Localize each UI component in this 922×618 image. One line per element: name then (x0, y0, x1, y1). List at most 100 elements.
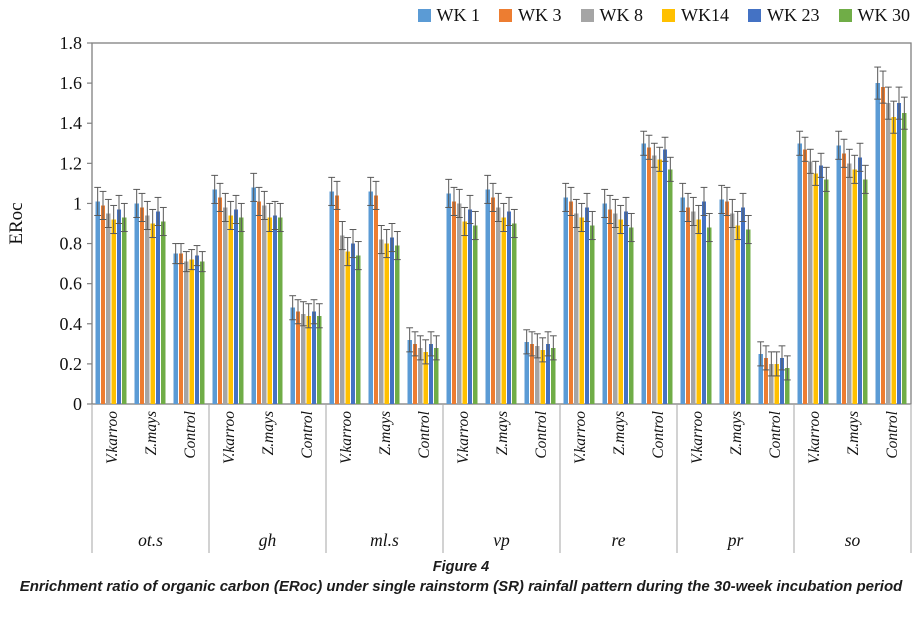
bar-wk8 (652, 155, 657, 404)
category-label: Control (416, 411, 433, 459)
bar-wk30 (161, 221, 166, 404)
error-bar (211, 174, 219, 204)
bar-wk23 (857, 157, 863, 404)
category-label: V.karroo (806, 411, 823, 464)
bar-wk30 (434, 347, 439, 404)
bar-wk3 (451, 201, 457, 404)
category-label: Z.mays (494, 411, 511, 455)
legend-item-2: WK 3 (499, 5, 562, 26)
caption-title: Figure 4 (432, 559, 490, 575)
error-bar (110, 204, 118, 235)
error-bar (455, 188, 463, 218)
bar-wk30 (512, 223, 517, 404)
bar-wk14 (306, 315, 311, 404)
bar-wk3 (841, 153, 847, 404)
bar-wk14 (540, 349, 545, 404)
error-bar (801, 136, 809, 162)
error-bar (466, 194, 474, 224)
y-axis-title: ERoc (6, 202, 27, 244)
bar-wk3 (880, 87, 886, 405)
y-tick-label: 0.4 (60, 314, 83, 334)
bar-wk8 (574, 213, 579, 404)
error-bar (266, 202, 274, 233)
bar-wk30 (356, 255, 361, 404)
group-label: gh (259, 530, 277, 550)
error-bar (500, 202, 508, 233)
bar-wk8 (262, 205, 267, 404)
error-bar (689, 196, 697, 227)
error-bar (372, 180, 380, 210)
bar-wk23 (233, 209, 239, 404)
bar-wk8 (535, 345, 540, 404)
error-bar (305, 303, 313, 329)
bar-wk14 (813, 173, 818, 404)
bar-wk3 (256, 201, 262, 404)
legend-swatch (499, 9, 512, 22)
error-bar (723, 186, 731, 216)
error-bar (656, 146, 664, 172)
error-bar (294, 299, 302, 325)
bar-wk8 (184, 261, 189, 404)
bar-wk8 (340, 235, 345, 404)
error-bar (567, 186, 575, 216)
error-bar (767, 351, 775, 377)
error-bar (611, 198, 619, 229)
bar-wk30 (122, 217, 127, 404)
bar-wk14 (735, 225, 740, 404)
bar-wk3 (139, 207, 145, 404)
bar-wk23 (662, 149, 668, 404)
error-bar (138, 192, 146, 222)
error-bar (237, 202, 245, 233)
error-bar (562, 182, 570, 212)
bar-wk3 (412, 343, 418, 404)
bar-wk30 (551, 347, 556, 404)
error-bar (383, 229, 391, 259)
bar-wk23 (116, 209, 122, 404)
error-bar (232, 194, 240, 224)
bar-wk23 (506, 211, 512, 404)
error-bar (890, 100, 898, 134)
bar-wk14 (657, 159, 662, 404)
legend-label: WK 30 (857, 5, 911, 25)
error-bar (650, 142, 658, 168)
category-label: Control (533, 411, 550, 459)
bar-wk3 (295, 311, 301, 404)
bar-wk23 (194, 255, 200, 404)
error-bar (276, 202, 284, 233)
bar-wk30 (200, 261, 205, 404)
y-tick-label: 0.2 (60, 354, 83, 374)
error-bar (411, 331, 419, 357)
error-bar (700, 186, 708, 216)
category-label: V.karroo (455, 411, 472, 464)
bar-wk1 (641, 143, 646, 404)
error-bar (744, 214, 752, 245)
error-bar (783, 355, 791, 381)
bar-wk30 (863, 179, 868, 404)
error-bar (328, 176, 336, 206)
error-bar (149, 208, 157, 239)
bar-wk30 (668, 169, 673, 404)
bar-wk1 (134, 203, 139, 404)
error-bar (895, 86, 903, 120)
bar-wk23 (311, 311, 317, 404)
bar-wk1 (524, 341, 529, 404)
error-bar (640, 130, 648, 156)
bar-wk3 (685, 207, 691, 404)
group-label: ml.s (370, 530, 399, 550)
bar-wk23 (545, 343, 551, 404)
bar-wk1 (719, 199, 724, 404)
bar-wk8 (457, 203, 462, 404)
error-bar (851, 154, 859, 184)
bar-wk23 (350, 243, 356, 404)
error-bar (583, 192, 591, 222)
category-label: V.karroo (572, 411, 589, 464)
bar-wk30 (707, 227, 712, 404)
error-bar (388, 223, 396, 253)
error-bar (489, 182, 497, 212)
bar-wk1 (290, 307, 295, 404)
bar-wk14 (696, 219, 701, 404)
bar-wk3 (217, 197, 223, 404)
bar-wk14 (384, 243, 389, 404)
error-bar (661, 136, 669, 162)
error-bar (221, 192, 229, 222)
